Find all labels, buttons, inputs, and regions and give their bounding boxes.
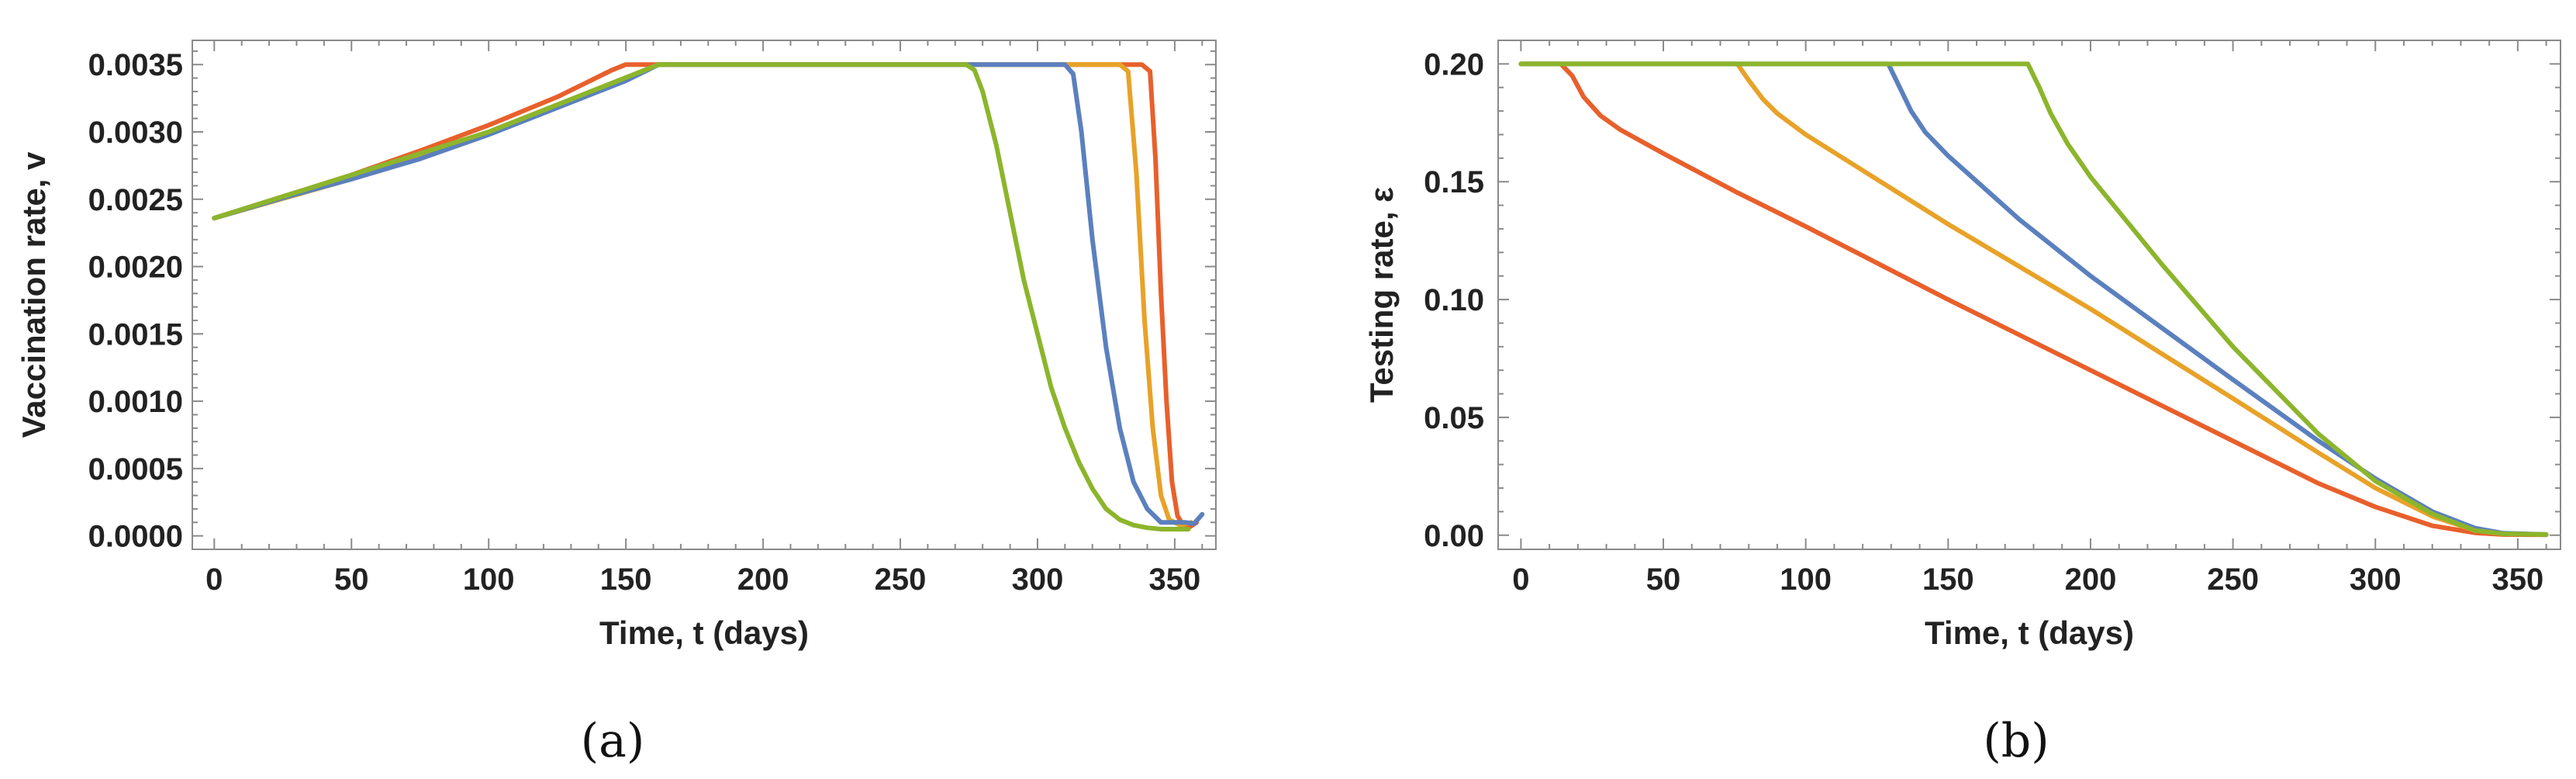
tick-layer-a: 0 50 100 150 200 250 300 350 0.0000 0.0005 0.0010 0… [88, 40, 1216, 597]
series-line-yellow-a [212, 62, 1194, 528]
x-tick-label-a: 350 [1149, 563, 1201, 597]
y-tick-label-a: 0.0015 [88, 317, 183, 351]
caption-text-a: (a) [581, 714, 645, 768]
y-tick-label-b: 0.05 [1424, 401, 1484, 435]
x-tick-label-b: 300 [2350, 563, 2402, 597]
x-tick-label-a: 50 [334, 563, 369, 597]
series-line-orange-a [212, 62, 1200, 531]
y-tick-label-a: 0.0030 [88, 116, 183, 150]
x-tick-label-a: 0 [205, 563, 223, 597]
series-line-blue-b [1518, 61, 2549, 537]
x-tick-label-b: 0 [1512, 563, 1529, 597]
x-tick-label-a: 200 [737, 563, 789, 597]
y-tick-label-a: 0.0000 [88, 520, 183, 554]
x-axis-label-b: Time, t (days) [1925, 615, 2134, 651]
plot-frame-a [192, 40, 1217, 550]
series-line-orange-b [1518, 61, 2549, 538]
series-line-green-b [1518, 61, 2549, 537]
y-tick-label-a: 0.0020 [88, 251, 183, 285]
x-tick-label-b: 350 [2492, 563, 2544, 597]
y-tick-label-b: 0.15 [1424, 165, 1484, 199]
series-line-green-a [212, 62, 1191, 531]
x-tick-label-b: 50 [1646, 563, 1681, 597]
x-tick-label-a: 300 [1012, 563, 1064, 597]
panel-caption-a: (a) [581, 714, 645, 768]
chart-panel-a: 0 50 100 150 200 250 300 350 0.0000 0.0005 0.0010 0… [16, 40, 1217, 768]
y-tick-label-b: 0.00 [1424, 519, 1484, 553]
x-tick-label-a: 100 [463, 563, 515, 597]
x-tick-label-b: 250 [2207, 563, 2259, 597]
x-axis-label-a: Time, t (days) [599, 615, 809, 651]
caption-text-b: (b) [1983, 714, 2049, 768]
series-layer-a [212, 62, 1205, 531]
x-tick-label-a: 150 [600, 563, 652, 597]
y-tick-label-b: 0.10 [1424, 283, 1484, 317]
y-tick-label-a: 0.0005 [88, 452, 183, 486]
x-tick-label-b: 100 [1780, 563, 1832, 597]
series-layer-b [1518, 61, 2549, 538]
y-tick-label-b: 0.20 [1424, 47, 1484, 81]
x-tick-label-a: 250 [875, 563, 927, 597]
panel-caption-b: (b) [1983, 714, 2049, 768]
y-axis-label-a: Vaccination rate, v [16, 151, 52, 438]
tick-layer-b: 0 50 100 150 200 250 300 350 0.00 0.05 0.10 0.15 0.2… [1424, 40, 2560, 597]
x-tick-label-b: 150 [1922, 563, 1974, 597]
y-tick-label-a: 0.0035 [88, 48, 183, 82]
series-line-blue-a [212, 62, 1205, 526]
y-tick-label-a: 0.0010 [88, 385, 183, 419]
y-tick-label-a: 0.0025 [88, 183, 183, 217]
series-line-yellow-b [1518, 61, 2549, 537]
y-axis-label-b: Testing rate, ε [1363, 187, 1400, 403]
plot-frame-b [1497, 40, 2561, 550]
x-tick-label-b: 200 [2065, 563, 2117, 597]
chart-panel-b: 0 50 100 150 200 250 300 350 0.00 0.05 0.10 0.15 0.2… [1363, 40, 2561, 768]
